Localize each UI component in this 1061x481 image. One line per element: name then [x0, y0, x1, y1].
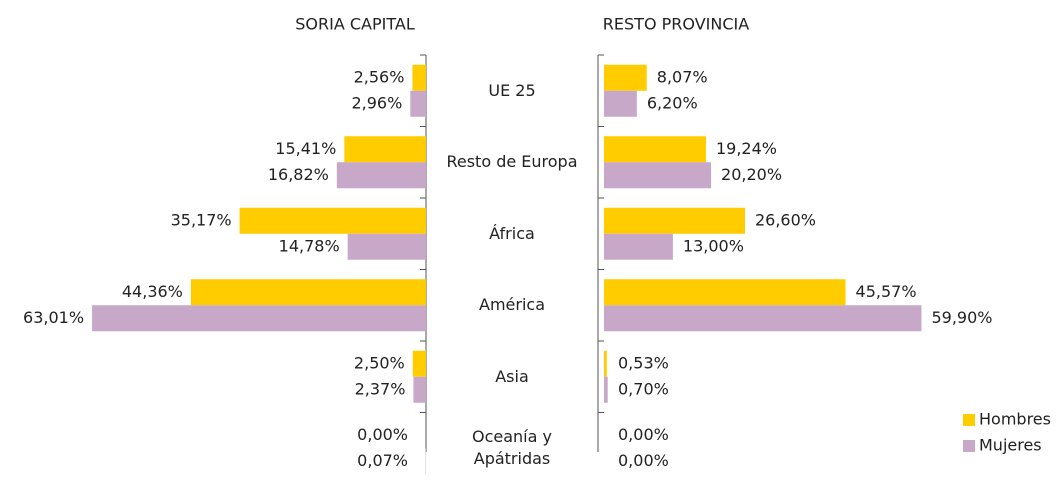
value-label: 63,01% [23, 308, 84, 327]
bar [239, 207, 426, 234]
value-label: 59,90% [931, 308, 992, 327]
bar [604, 136, 706, 163]
category-label: Resto de Europa [446, 152, 578, 172]
category-label: UE 25 [488, 80, 536, 100]
bar [336, 162, 426, 189]
bar [413, 376, 426, 403]
bar [92, 305, 426, 332]
bar [412, 64, 426, 91]
value-label: 0,00% [357, 425, 408, 444]
bar [347, 233, 426, 260]
bar [604, 279, 846, 306]
value-label: 26,60% [755, 210, 816, 229]
category-label: África [489, 223, 535, 243]
bar [604, 350, 607, 377]
value-label: 6,20% [647, 93, 698, 112]
value-label: 0,00% [618, 425, 669, 444]
value-label: 15,41% [275, 139, 336, 158]
bar [190, 279, 426, 306]
bar [344, 136, 426, 163]
legend-label: Mujeres [979, 436, 1042, 455]
panel-title: RESTO PROVINCIA [603, 15, 749, 34]
category-label: Asia [495, 366, 529, 386]
value-label: 2,50% [354, 353, 405, 372]
value-label: 13,00% [683, 236, 744, 255]
value-label: 14,78% [279, 236, 340, 255]
bar [604, 305, 922, 332]
value-label: 0,00% [618, 451, 669, 470]
category-label: Oceanía y Apátridas [472, 427, 552, 469]
value-label: 45,57% [856, 282, 917, 301]
bar [410, 90, 426, 117]
legend-swatch [963, 414, 975, 426]
value-label: 19,24% [716, 139, 777, 158]
value-label: 2,56% [354, 67, 405, 86]
value-label: 35,17% [171, 210, 232, 229]
value-label: 20,20% [721, 165, 782, 184]
panel-title: SORIA CAPITAL [295, 15, 415, 34]
bar [604, 376, 608, 403]
legend-label: Hombres [979, 410, 1051, 429]
legend-swatch [963, 440, 975, 452]
value-label: 2,96% [351, 93, 402, 112]
category-label: América [479, 295, 545, 315]
bar [604, 233, 673, 260]
bar [412, 350, 426, 377]
value-label: 0,07% [357, 451, 408, 470]
bar [604, 90, 637, 117]
bar [604, 162, 712, 189]
bar [604, 207, 745, 234]
value-label: 0,70% [618, 379, 669, 398]
value-label: 0,53% [618, 353, 669, 372]
bar [604, 64, 647, 91]
value-label: 16,82% [268, 165, 329, 184]
value-label: 44,36% [122, 282, 183, 301]
value-label: 2,37% [355, 379, 406, 398]
value-label: 8,07% [657, 67, 708, 86]
